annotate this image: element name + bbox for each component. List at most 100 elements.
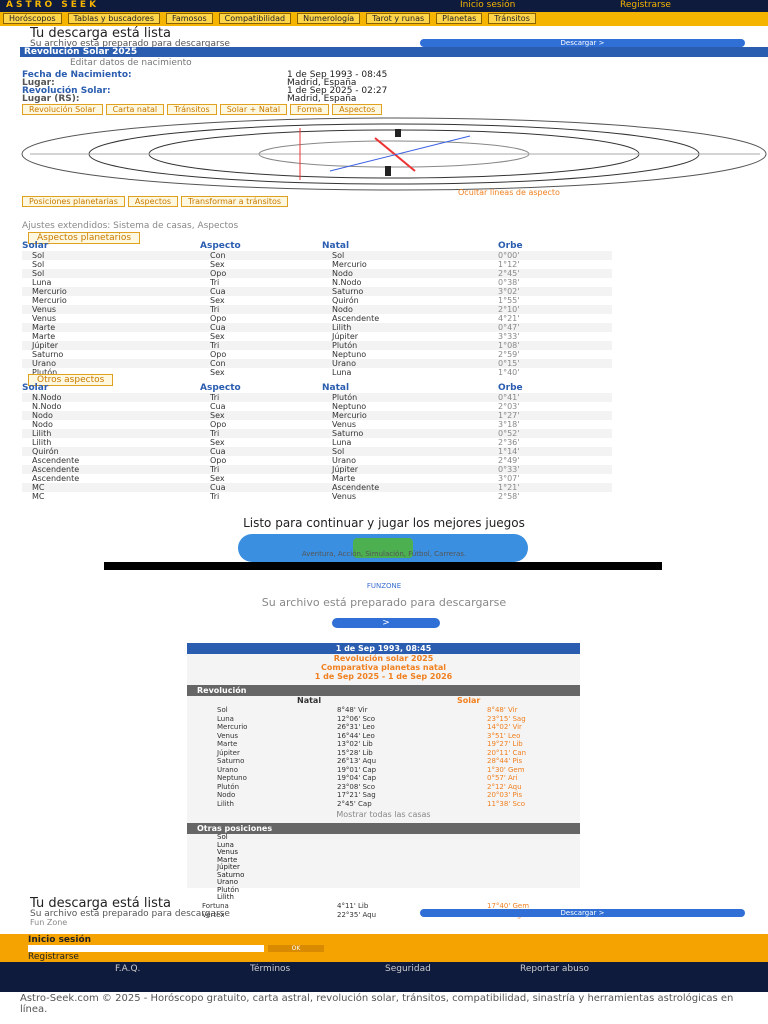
table-row: Quirón Cua Sol 1°14' — [22, 447, 612, 456]
cell: 22°35' Aqu — [337, 910, 377, 919]
col-header: Aspecto — [200, 383, 241, 393]
table-row: Plutón Sex Luna 1°40' — [22, 368, 612, 377]
cell: 26°13' Aqu — [337, 757, 377, 765]
chart-link[interactable]: Posiciones planetarias — [22, 196, 125, 207]
panel-line: 1 de Sep 2025 - 1 de Sep 2026 — [314, 672, 453, 681]
ad-button[interactable]: Descargar > — [420, 39, 745, 47]
tab[interactable]: Tránsitos — [167, 104, 217, 115]
chart-link[interactable]: Aspectos — [127, 196, 179, 207]
footer-link[interactable]: Términos — [250, 964, 291, 974]
tab[interactable]: Solar + Natal — [219, 104, 288, 115]
birth-label: Lugar: — [22, 78, 55, 88]
login-title: Inicio sesión — [28, 935, 92, 945]
button[interactable]: Forma — [290, 104, 330, 115]
cell: Sex — [210, 438, 225, 447]
cell: Opo — [210, 456, 227, 465]
nav-item[interactable]: Tránsitos — [488, 13, 536, 24]
edit-link[interactable]: Editar datos de nacimiento — [70, 58, 192, 68]
cell: Opo — [210, 350, 227, 359]
cell: Saturno — [217, 757, 245, 765]
nav-item[interactable]: Famosos — [165, 13, 213, 24]
cell: Quirón — [32, 447, 59, 456]
table-row: Nodo Opo Venus 3°18' — [22, 420, 612, 429]
other-row: Júpiter — [217, 863, 240, 871]
footer-link[interactable]: F.A.Q. — [115, 964, 141, 974]
footer-link[interactable]: Reportar abuso — [520, 964, 590, 974]
cell: Quirón — [332, 296, 359, 305]
footer-link[interactable]: Seguridad — [385, 964, 431, 974]
cell: Neptuno — [332, 350, 367, 359]
cell: Mercurio — [32, 287, 67, 296]
cell: 13°02' Lib — [337, 740, 373, 748]
birth-value: Madrid, España — [287, 94, 357, 104]
nav-item[interactable]: Horóscopos — [3, 13, 62, 24]
cell: Júpiter — [32, 341, 59, 350]
cell: Tri — [210, 305, 220, 314]
logo[interactable]: ASTRO SEEK — [6, 0, 100, 10]
cell: Venus — [332, 420, 357, 429]
cell: Sex — [210, 332, 225, 341]
table-row: Lilith Sex Luna 2°36' — [22, 438, 612, 447]
chart-link[interactable]: Transformar a tránsitos — [181, 196, 289, 207]
cell: Opo — [210, 269, 227, 278]
cell: Neptuno — [332, 402, 367, 411]
planet-row: Marte 13°02' Lib 19°27' Lib — [187, 740, 580, 749]
birth-data: Fecha de Nacimiento: 1 de Sep 1993 - 08:4… — [22, 70, 762, 104]
planet-row: Lilith 2°45' Cap 11°38' Sco — [187, 800, 580, 809]
planet-row: Plutón 23°08' Sco 2°12' Aqu — [187, 783, 580, 792]
table-row: Saturno Opo Neptuno 2°59' — [22, 350, 612, 359]
nav-item[interactable]: Tablas y buscadores — [67, 13, 160, 24]
cell: 0°52' — [498, 429, 520, 438]
login-input[interactable] — [28, 945, 264, 952]
register-link[interactable]: Registrarse — [620, 0, 671, 10]
cell: Plutón — [32, 368, 58, 377]
hide-lines[interactable]: Ocultar líneas de aspecto — [458, 188, 560, 197]
planet-row: Júpiter 15°28' Lib 20°11' Can — [187, 749, 580, 758]
cell: Lilith — [332, 323, 352, 332]
cell: 28°44' Pis — [487, 757, 523, 765]
panel-date: 1 de Sep 1993, 08:45 — [187, 643, 580, 654]
cell: Urano — [332, 359, 357, 368]
cell: Marte — [332, 474, 356, 483]
other-row: Plutón — [217, 885, 240, 894]
table-row: Marte Sex Júpiter 3°33' — [22, 332, 612, 341]
table-row: MC Tri Venus 2°58' — [22, 492, 612, 501]
cell: 4°21' — [498, 314, 520, 323]
ad-subtitle: Su archivo está preparado para descargar… — [30, 909, 230, 919]
aspects-table: Aspectos planetarios Solar Aspecto Natal Orb… — [0, 232, 768, 377]
nav-item[interactable]: Tarot y runas — [366, 13, 431, 24]
cell: Luna — [32, 278, 52, 287]
cell: Ascendente — [32, 474, 80, 483]
cell: Neptuno — [217, 774, 247, 782]
ad-button[interactable]: Descargar > — [420, 909, 745, 917]
cell: Júpiter — [217, 748, 240, 757]
login-link[interactable]: Inicio sesión — [460, 0, 516, 10]
ad-button[interactable]: > — [332, 618, 440, 628]
nav-item[interactable]: Compatibilidad — [218, 13, 292, 24]
birth-value: Madrid, España — [287, 78, 357, 88]
heading: Revolución Solar 2025 — [20, 47, 768, 57]
panel-line: Revolución solar 2025 — [333, 654, 434, 663]
cell: 1°30' Gem — [487, 765, 525, 774]
cell: 3°33' — [498, 332, 520, 341]
tab[interactable]: Revolución Solar — [22, 104, 103, 115]
nav-item[interactable]: Numerología — [297, 13, 361, 24]
register-link[interactable]: Registrarse — [28, 952, 79, 962]
col-header: Natal — [322, 241, 350, 251]
login-button[interactable]: OK — [268, 945, 324, 952]
show-all[interactable]: Mostrar todas las casas — [336, 810, 431, 819]
cell: Cua — [210, 447, 226, 456]
table-row: MC Cua Ascendente 1°21' — [22, 483, 612, 492]
cell: Sex — [210, 411, 225, 420]
cell: 0°15' — [498, 359, 520, 368]
cell: 12°06' Sco — [337, 714, 376, 723]
planet-row: Nodo 17°21' Sag 20°03' Pis — [187, 791, 580, 800]
cell: Júpiter — [332, 465, 359, 474]
nav-item[interactable]: Planetas — [436, 13, 483, 24]
other-row: Urano — [217, 878, 239, 886]
cell: Sol — [217, 706, 228, 714]
tab[interactable]: Carta natal — [105, 104, 165, 115]
button[interactable]: Aspectos — [332, 104, 383, 115]
col-header: Aspecto — [200, 241, 241, 251]
settings[interactable]: Ajustes extendidos: Sistema de casas, As… — [22, 221, 239, 231]
